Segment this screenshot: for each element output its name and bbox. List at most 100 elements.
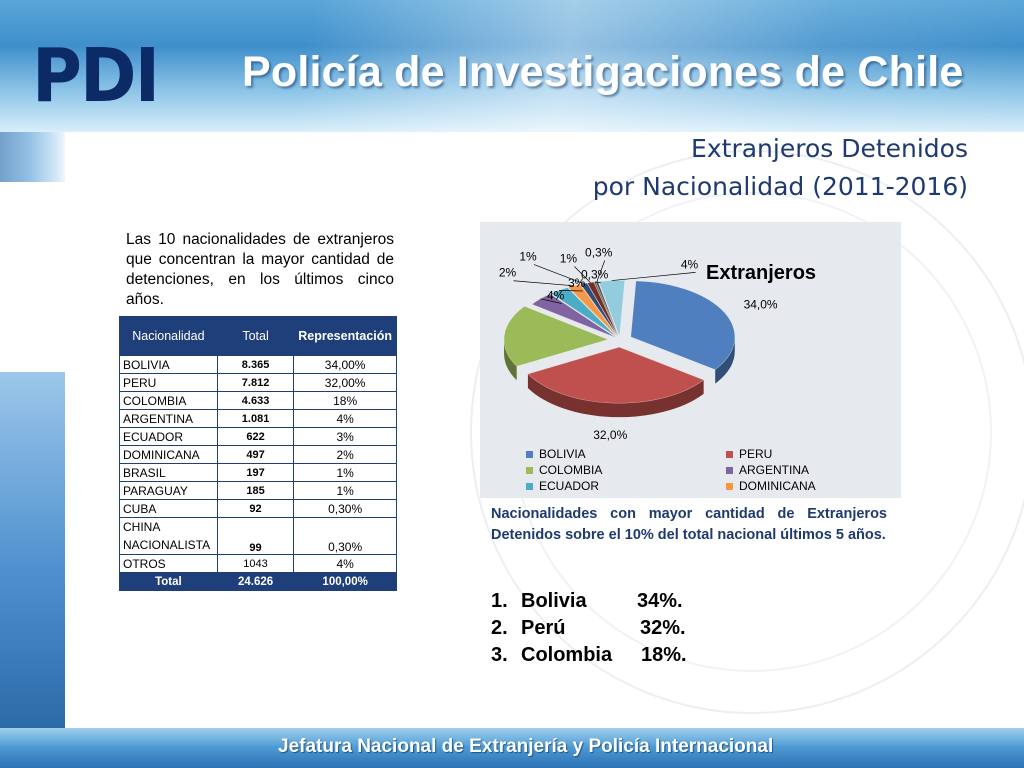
cell-nacionalidad: OTROS (119, 554, 218, 573)
cell-total: 99 (216, 517, 295, 555)
data-label: 34,0% (744, 297, 778, 311)
chart-title: Extranjeros (706, 262, 817, 284)
table-row: CHINA NACIONALISTA 99 0,30% (119, 517, 397, 555)
data-label: 32,0% (593, 428, 627, 442)
legend-swatch (726, 451, 733, 459)
ranking-percent: 18%. (641, 644, 687, 666)
table-row: CUBA 92 0,30% (119, 499, 397, 518)
legend-item: DOMINICANA (726, 479, 816, 493)
footer-text: Jefatura Nacional de Extranjería y Polic… (278, 736, 774, 757)
legend-swatch (726, 483, 733, 491)
table-row: PERU 7.812 32,00% (119, 373, 397, 392)
leader-line (533, 264, 584, 285)
ranking-country: Perú (521, 617, 566, 639)
pie-chart-svg: 34,0%32,0%18%4%3%2%1%1%0,3%0,3%4% (499, 245, 778, 442)
total-cell-representacion: 100,00% (293, 572, 397, 591)
table-row: BOLIVIA 8.365 34,00% (119, 355, 397, 374)
agency-name: Policía de Investigaciones de Chile (242, 48, 964, 96)
leader-line (559, 290, 583, 292)
cell-nacionalidad: PERU (119, 373, 218, 392)
header-shine (0, 0, 1024, 132)
ranking-country: Bolivia (521, 590, 587, 612)
cell-representacion: 34,00% (293, 355, 397, 374)
data-label: 2% (499, 266, 517, 280)
header-banner: PDI Policía de Investigaciones de Chile (0, 0, 1024, 132)
legend-swatch (526, 483, 533, 491)
cell-representacion: 2% (293, 445, 397, 464)
table-row: OTROS 1043 4% (119, 554, 397, 573)
cell-total: 8.365 (216, 355, 295, 374)
legend-swatch (526, 451, 533, 459)
cell-total: 92 (216, 499, 295, 518)
table-row: ECUADOR 622 3% (119, 427, 397, 446)
pie-slice-colombia (503, 305, 609, 367)
ranking-percent: 32%. (640, 617, 686, 639)
leader-line (540, 298, 562, 304)
header-nacionalidad: Nacionalidad (119, 316, 218, 356)
cell-total: 622 (216, 427, 295, 446)
data-label: 4% (681, 257, 699, 271)
footer-banner (0, 728, 1024, 768)
cell-nacionalidad: CHINA NACIONALISTA (119, 517, 218, 555)
header-total: Total (216, 316, 295, 356)
ranking-percent: 34%. (637, 590, 683, 612)
legend-item: BOLIVIA (526, 447, 586, 461)
pie-slice-paraguay (586, 281, 619, 337)
data-label: 4% (547, 289, 565, 303)
top-ranking-list: 1. Bolivia 34%. 2. Perú 32%. 3. Colombia… (491, 590, 751, 671)
legend-label: PERU (739, 447, 773, 461)
header-representacion: Representación (293, 316, 397, 356)
cell-total: 197 (216, 463, 295, 482)
pie-slice-side (504, 339, 517, 381)
left-decorative-band (0, 132, 65, 728)
data-label: 0,3% (581, 267, 609, 281)
legend-label: ARGENTINA (739, 463, 810, 477)
pie-slice-bolivia (630, 280, 736, 370)
cell-representacion: 0,30% (293, 499, 397, 518)
legend-label: DOMINICANA (739, 479, 816, 493)
table-row: PARAGUAY 185 1% (119, 481, 397, 500)
cell-total: 185 (216, 481, 295, 500)
cell-nacionalidad: BRASIL (119, 463, 218, 482)
ranking-item: 3. Colombia 18%. (491, 644, 751, 671)
cell-nacionalidad: ARGENTINA (119, 409, 218, 428)
legend-label: COLOMBIA (539, 463, 603, 477)
table-row: ARGENTINA 1.081 4% (119, 409, 397, 428)
ranking-item: 1. Bolivia 34%. (491, 590, 751, 617)
description-text: Nacionalidades con mayor cantidad de Ext… (491, 506, 887, 543)
cell-representacion: 1% (293, 463, 397, 482)
pie-slice-ecuador (550, 287, 617, 338)
cell-nacionalidad: CUBA (119, 499, 218, 518)
ranking-country: Colombia (521, 644, 613, 666)
total-cell-total: 24.626 (216, 572, 295, 591)
legend-item: PERU (726, 447, 772, 461)
table-body: BOLIVIA 8.365 34,00% PERU 7.812 32,00% COLOMBI… (119, 355, 397, 591)
data-label: 0,3% (585, 245, 613, 259)
pie-slice-side (527, 373, 704, 418)
cell-nacionalidad-line: CHINA (123, 520, 161, 534)
cell-total: 497 (216, 445, 295, 464)
cell-total: 1043 (216, 554, 295, 573)
cell-representacion: 4% (293, 409, 397, 428)
leader-line (611, 272, 696, 281)
cell-total: 4.633 (216, 391, 295, 410)
pie-chart: 34,0%32,0%18%4%3%2%1%1%0,3%0,3%4% Extran… (480, 222, 901, 498)
table-row: BRASIL 197 1% (119, 463, 397, 482)
cell-nacionalidad: COLOMBIA (119, 391, 218, 410)
cell-nacionalidad: ECUADOR (119, 427, 218, 446)
intro-text: Las 10 nacionalidades de extranjeros que… (126, 231, 394, 308)
leader-line (574, 266, 591, 283)
legend-item: ARGENTINA (726, 463, 809, 477)
data-label: 1% (519, 250, 537, 264)
cell-nacionalidad: DOMINICANA (119, 445, 218, 464)
table-row: DOMINICANA 497 2% (119, 445, 397, 464)
table-header-row: Nacionalidad Total Representación (119, 316, 397, 356)
pie-slice-argentina (531, 293, 616, 338)
detentions-table: Nacionalidad Total Representación BOLIVI… (119, 316, 397, 591)
legend-item: COLOMBIA (526, 463, 602, 477)
data-label: 1% (560, 252, 578, 266)
legend-item: ECUADOR (526, 479, 599, 493)
cell-representacion: 32,00% (293, 373, 397, 392)
cell-total: 7.812 (216, 373, 295, 392)
leader-line (594, 281, 601, 283)
